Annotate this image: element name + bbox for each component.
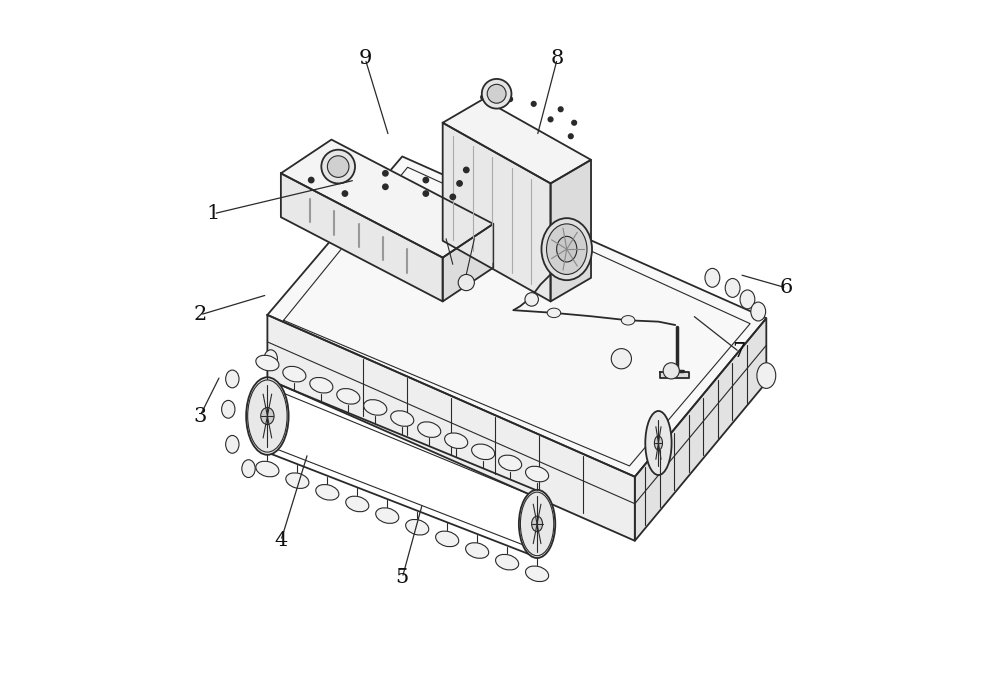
Ellipse shape	[337, 389, 360, 404]
Circle shape	[423, 177, 429, 183]
Ellipse shape	[547, 224, 587, 274]
Circle shape	[327, 156, 349, 177]
Circle shape	[558, 107, 563, 112]
Ellipse shape	[445, 433, 468, 449]
Circle shape	[481, 95, 486, 100]
Circle shape	[457, 181, 462, 186]
Ellipse shape	[541, 218, 592, 280]
Text: 9: 9	[358, 49, 372, 68]
Ellipse shape	[499, 455, 522, 471]
Circle shape	[482, 79, 511, 108]
Ellipse shape	[256, 461, 279, 477]
Ellipse shape	[621, 315, 635, 325]
Ellipse shape	[376, 508, 399, 523]
Text: 3: 3	[193, 406, 207, 426]
Ellipse shape	[496, 554, 519, 570]
Circle shape	[611, 349, 631, 369]
Polygon shape	[281, 139, 493, 257]
Text: 2: 2	[193, 305, 207, 324]
Circle shape	[531, 102, 536, 106]
Ellipse shape	[261, 408, 274, 424]
Circle shape	[548, 117, 553, 122]
Circle shape	[450, 194, 456, 200]
Ellipse shape	[316, 485, 339, 500]
Polygon shape	[267, 315, 635, 541]
Ellipse shape	[645, 411, 672, 475]
Circle shape	[342, 167, 348, 173]
Text: 5: 5	[396, 569, 409, 588]
Ellipse shape	[286, 473, 309, 489]
Ellipse shape	[226, 435, 239, 454]
Circle shape	[383, 184, 388, 190]
Circle shape	[423, 191, 429, 196]
Text: 4: 4	[274, 531, 288, 550]
Ellipse shape	[364, 399, 387, 415]
Ellipse shape	[391, 411, 414, 427]
Ellipse shape	[418, 422, 441, 437]
Text: 8: 8	[551, 49, 564, 68]
Circle shape	[383, 171, 388, 176]
Ellipse shape	[519, 489, 555, 558]
Circle shape	[464, 167, 469, 173]
Polygon shape	[443, 224, 493, 301]
Ellipse shape	[242, 460, 255, 477]
Ellipse shape	[751, 302, 766, 321]
Circle shape	[508, 97, 512, 102]
Ellipse shape	[406, 519, 429, 535]
Ellipse shape	[740, 290, 755, 309]
Circle shape	[309, 177, 314, 183]
Ellipse shape	[264, 350, 277, 368]
Ellipse shape	[472, 444, 495, 460]
Ellipse shape	[222, 400, 235, 418]
Ellipse shape	[705, 268, 720, 287]
Ellipse shape	[725, 278, 740, 297]
Ellipse shape	[436, 531, 459, 546]
Circle shape	[525, 292, 538, 306]
Ellipse shape	[757, 363, 776, 389]
Circle shape	[568, 134, 573, 139]
Ellipse shape	[246, 377, 289, 455]
Ellipse shape	[310, 378, 333, 393]
Circle shape	[487, 85, 506, 103]
Polygon shape	[551, 160, 591, 301]
Polygon shape	[443, 123, 551, 301]
Ellipse shape	[466, 543, 489, 559]
Circle shape	[321, 150, 355, 183]
Ellipse shape	[532, 516, 543, 531]
Circle shape	[572, 121, 577, 125]
Ellipse shape	[226, 370, 239, 388]
Ellipse shape	[526, 566, 549, 582]
Ellipse shape	[557, 236, 577, 262]
Polygon shape	[281, 173, 443, 301]
Circle shape	[663, 363, 679, 379]
Polygon shape	[267, 156, 766, 477]
Text: 6: 6	[780, 278, 793, 297]
Polygon shape	[660, 372, 689, 378]
Polygon shape	[635, 318, 766, 541]
Circle shape	[458, 274, 474, 290]
Ellipse shape	[346, 496, 369, 512]
Text: 7: 7	[733, 343, 746, 362]
Text: 1: 1	[207, 204, 220, 223]
Ellipse shape	[283, 366, 306, 382]
Polygon shape	[443, 99, 591, 183]
Ellipse shape	[547, 308, 561, 318]
Ellipse shape	[526, 466, 549, 482]
Circle shape	[342, 191, 348, 196]
Ellipse shape	[654, 436, 662, 450]
Ellipse shape	[256, 355, 279, 371]
